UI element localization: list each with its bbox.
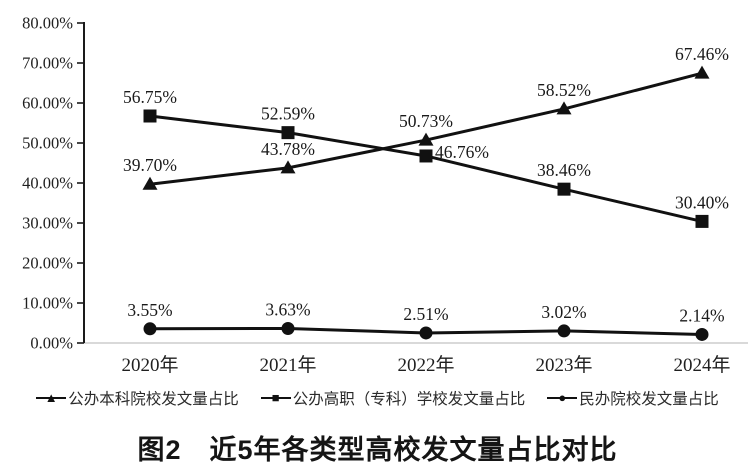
legend-glyph: ▲ [44,389,58,405]
svg-text:10.00%: 10.00% [22,294,73,313]
circle-marker-icon: ● [547,389,578,406]
svg-text:3.02%: 3.02% [541,302,586,322]
svg-text:50.00%: 50.00% [22,134,73,153]
svg-text:60.00%: 60.00% [22,94,73,113]
square-marker-icon: ■ [260,389,291,406]
svg-text:2.14%: 2.14% [679,305,724,325]
legend-glyph: ● [558,389,567,405]
svg-text:70.00%: 70.00% [22,54,73,73]
legend-item-private: ● 民办院校发文量占比 [547,387,719,409]
legend-item-label: 公办本科院校发文量占比 [68,391,239,408]
svg-text:43.78%: 43.78% [261,139,315,159]
svg-text:2021年: 2021年 [259,354,316,376]
legend-line [260,397,291,400]
legend-line [547,397,578,400]
svg-text:30.00%: 30.00% [22,214,73,233]
chart-legend: ▲ 公办本科院校发文量占比 ■ 公办高职（专科）学校发文量占比 ● 民办院校发文… [0,387,755,409]
svg-text:38.46%: 38.46% [537,160,591,180]
svg-text:56.75%: 56.75% [123,87,177,107]
svg-text:39.70%: 39.70% [123,155,177,175]
triangle-marker-icon: ▲ [36,389,67,406]
legend-item-label: 公办高职（专科）学校发文量占比 [292,391,526,408]
svg-text:30.40%: 30.40% [675,192,729,212]
legend-item-label: 民办院校发文量占比 [579,391,719,408]
svg-text:3.55%: 3.55% [127,300,172,320]
figure-caption: 图2 近5年各类型高校发文量占比对比 [137,435,618,465]
svg-text:2022年: 2022年 [397,354,454,376]
svg-text:52.59%: 52.59% [261,104,315,124]
svg-text:40.00%: 40.00% [22,174,73,193]
legend-line [36,397,67,400]
svg-text:3.63%: 3.63% [265,299,310,319]
svg-text:80.00%: 80.00% [22,14,73,33]
legend-item-public-undergrad: ▲ 公办本科院校发文量占比 [36,387,239,409]
svg-text:2024年: 2024年 [673,354,730,376]
legend-glyph: ■ [271,389,280,405]
svg-text:2020年: 2020年 [121,354,178,376]
svg-text:46.76%: 46.76% [435,142,489,162]
legend-item-public-vocational: ■ 公办高职（专科）学校发文量占比 [260,387,526,409]
svg-text:0.00%: 0.00% [30,334,73,353]
svg-text:2023年: 2023年 [535,354,592,376]
svg-text:2.51%: 2.51% [403,304,448,324]
svg-text:20.00%: 20.00% [22,254,73,273]
chart-plot: 0.00% 10.00% 20.00% 30.00% 40.00% 50.00% 60.00… [22,14,748,376]
svg-text:50.73%: 50.73% [399,111,453,131]
svg-text:67.46%: 67.46% [675,44,729,64]
svg-text:58.52%: 58.52% [537,80,591,100]
